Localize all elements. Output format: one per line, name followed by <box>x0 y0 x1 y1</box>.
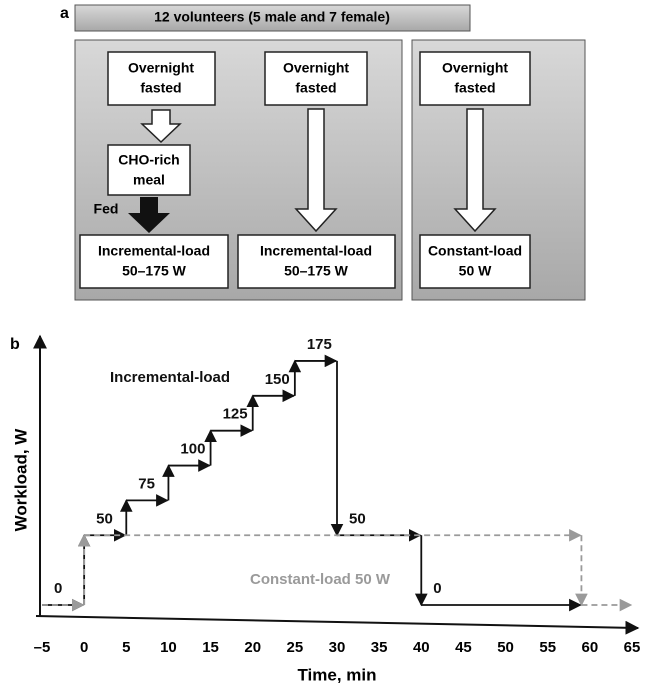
box <box>107 144 191 196</box>
data-label: 0 <box>433 580 441 597</box>
box-text: 50–175 W <box>122 263 187 279</box>
x-tick-label: 30 <box>329 639 346 656</box>
box-text: Constant-load <box>428 243 522 259</box>
x-tick-label: 40 <box>413 639 430 656</box>
box <box>419 234 531 289</box>
arrow <box>140 109 182 144</box>
arrow-label: Fed <box>94 201 119 217</box>
y-axis-title: Workload, W <box>11 428 30 532</box>
x-tick-label: 5 <box>122 639 130 656</box>
x-tick-label: 60 <box>582 639 599 656</box>
x-tick-label: –5 <box>34 639 51 656</box>
x-tick-label: 25 <box>287 639 304 656</box>
data-label: 0 <box>54 580 62 597</box>
box-text: Incremental-load <box>98 243 210 259</box>
x-tick-label: 55 <box>539 639 556 656</box>
diagram-title: 12 volunteers (5 male and 7 female) <box>154 9 390 25</box>
panel-label: a <box>60 5 69 22</box>
arrow <box>294 108 338 233</box>
box-text: Incremental-load <box>260 243 372 259</box>
box-text: fasted <box>295 80 336 96</box>
box-text: 50–175 W <box>284 263 349 279</box>
data-label: 50 <box>349 510 366 527</box>
box-text: CHO-rich <box>118 152 179 168</box>
x-tick-label: 10 <box>160 639 177 656</box>
x-tick-label: 65 <box>624 639 641 656</box>
box-text: Overnight <box>442 60 508 76</box>
box-text: fasted <box>140 80 181 96</box>
box <box>419 51 531 106</box>
series-label: Constant-load 50 W <box>250 571 391 588</box>
panel-label: b <box>10 336 20 353</box>
box-text: meal <box>133 172 165 188</box>
title-bar <box>74 4 471 32</box>
box <box>237 234 396 289</box>
box-text: Overnight <box>283 60 349 76</box>
x-tick-label: 45 <box>455 639 472 656</box>
series-label: Incremental-load <box>110 369 230 386</box>
box <box>79 234 229 289</box>
x-tick-label: 20 <box>244 639 261 656</box>
box-text: fasted <box>454 80 495 96</box>
data-label: 125 <box>223 406 248 423</box>
data-label: 100 <box>180 441 205 458</box>
x-tick-label: 35 <box>371 639 388 656</box>
arrow <box>128 197 170 233</box>
data-label: 75 <box>138 475 155 492</box>
box <box>107 51 216 106</box>
data-label: 175 <box>307 336 332 353</box>
x-axis <box>35 615 640 635</box>
data-label: 50 <box>96 510 113 527</box>
box <box>264 51 368 106</box>
arrow <box>453 108 497 233</box>
data-label: 150 <box>265 371 290 388</box>
box-text: Overnight <box>128 60 194 76</box>
x-tick-label: 50 <box>497 639 514 656</box>
box-text: 50 W <box>459 263 492 279</box>
x-tick-label: 15 <box>202 639 219 656</box>
x-axis-title: Time, min <box>297 665 376 684</box>
x-tick-label: 0 <box>80 639 88 656</box>
